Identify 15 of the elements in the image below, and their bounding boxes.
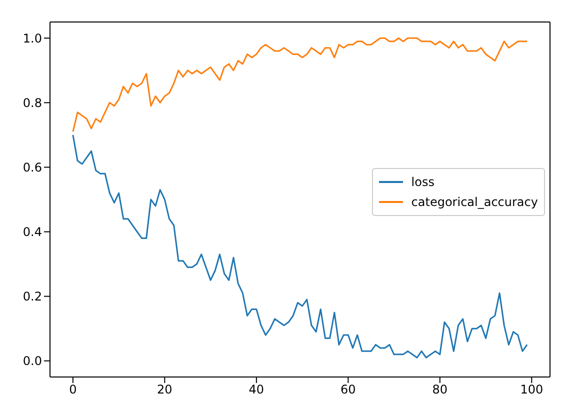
x-tick-label: 20	[157, 382, 172, 397]
legend-label: loss	[411, 174, 434, 191]
y-tick-label: 0.0	[22, 354, 42, 368]
x-tick-label: 80	[432, 382, 448, 397]
x-tick-label: 100	[520, 382, 544, 397]
y-tick-label: 0.4	[22, 225, 42, 240]
y-tick-label: 0.2	[22, 290, 42, 304]
y-tick-label: 0.8	[22, 96, 42, 110]
y-tick-label: 1.0	[22, 31, 42, 46]
x-tick-label: 40	[248, 382, 264, 397]
y-tick-label: 0.6	[22, 160, 42, 174]
legend-label: categorical_accuracy	[411, 194, 538, 211]
x-tick-label: 60	[340, 382, 356, 397]
x-tick-label: 0	[69, 382, 77, 397]
line-series	[72, 37, 528, 132]
